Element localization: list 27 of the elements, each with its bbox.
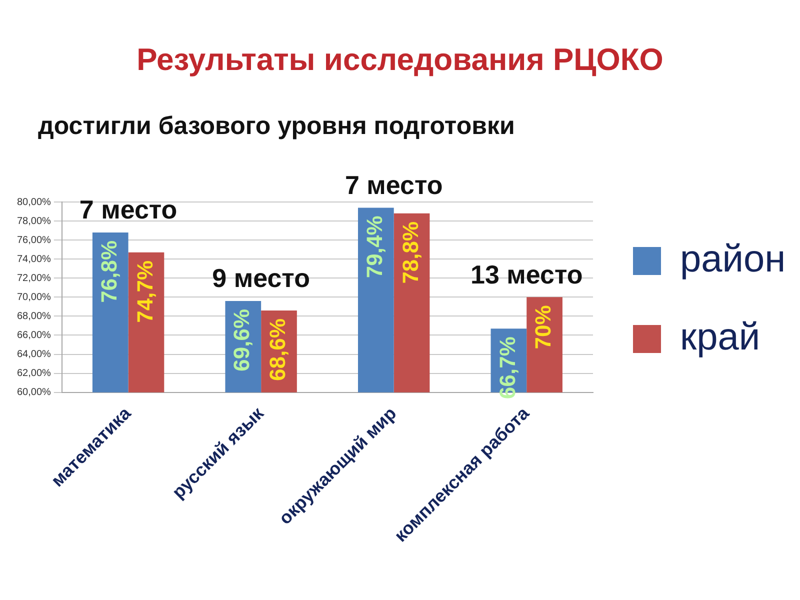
y-tick-label: 60,00%	[16, 387, 52, 398]
data-label: 66,7%	[494, 336, 520, 399]
y-tick-label: 78,00%	[16, 216, 52, 227]
y-tick-label: 64,00%	[16, 349, 52, 360]
chart-subtitle: достигли базового уровня подготовки	[38, 112, 515, 141]
data-label: 79,4%	[362, 216, 387, 278]
data-label: 70%	[530, 305, 556, 350]
y-tick-label: 72,00%	[16, 272, 52, 284]
y-tick-label: 70,00%	[16, 292, 52, 303]
data-label: 68,6%	[265, 318, 290, 381]
y-tick-label: 80,00%	[16, 196, 52, 208]
data-label: 76,8%	[96, 240, 122, 303]
data-label: 74,7%	[132, 260, 158, 323]
y-tick-label: 66,00%	[16, 330, 52, 341]
annotation: 7 место	[79, 194, 178, 225]
data-label: 78,8%	[398, 221, 423, 284]
legend-label: край	[680, 316, 760, 358]
y-tick-label: 74,00%	[16, 254, 52, 265]
legend-label: район	[680, 238, 786, 280]
chart-title: Результаты исследования РЦОКО	[136, 42, 664, 78]
annotation: 13 место	[470, 259, 583, 290]
annotation: 9 место	[212, 263, 310, 294]
y-tick-label: 62,00%	[16, 368, 52, 380]
text: 7 место	[344, 170, 443, 200]
data-label: 69,6%	[229, 308, 254, 372]
y-tick-label: 76,00%	[16, 234, 52, 246]
y-tick-label: 68,00%	[16, 310, 52, 322]
